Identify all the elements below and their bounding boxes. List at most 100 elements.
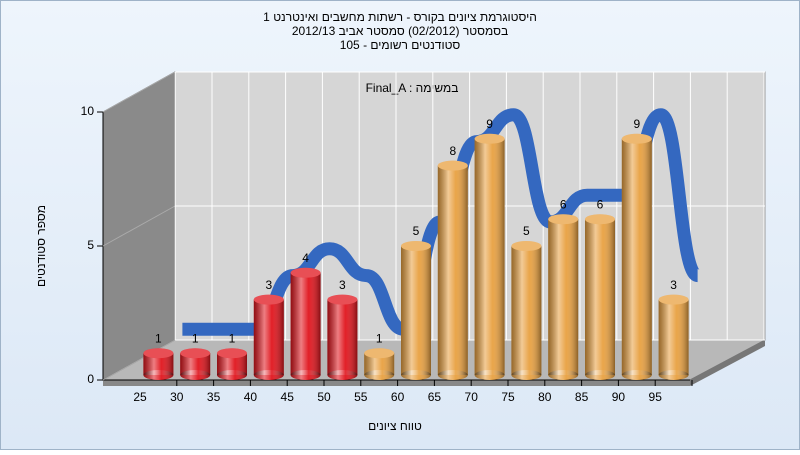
x-tick-label: 45 [281, 390, 295, 404]
bar [437, 160, 468, 380]
bar [658, 294, 689, 380]
value-label: 3 [670, 278, 677, 292]
bar-shade [290, 272, 321, 375]
bar-top-shade [585, 214, 615, 225]
bar [511, 241, 542, 380]
bar-top [621, 133, 652, 144]
value-label: 6 [560, 197, 567, 211]
bar-top [585, 214, 615, 225]
x-tick-label: 85 [575, 390, 589, 404]
y-tick-label: 5 [87, 238, 94, 252]
x-tick-label: 65 [428, 390, 442, 404]
bar-top-shade [658, 294, 689, 305]
bar-shade [217, 353, 247, 375]
bar-top-shade [327, 294, 358, 305]
bar [253, 294, 284, 380]
bar-shade [511, 246, 542, 375]
bar [621, 133, 652, 380]
bar [401, 241, 431, 380]
y-axis-label: מספר סטודנטים [34, 205, 48, 287]
bar-shade [658, 299, 689, 375]
value-label: 1 [376, 331, 383, 345]
bar-top [180, 348, 211, 359]
bar [585, 214, 615, 380]
bar-top-shade [143, 348, 174, 359]
bar-top [401, 241, 431, 251]
bar-top-shade [621, 133, 652, 144]
grid-line [102, 205, 176, 247]
bar-top-shade [511, 241, 542, 251]
x-axis-label: טווח ציונים [368, 419, 422, 433]
bar-shade [437, 165, 468, 375]
value-label: 1 [155, 331, 162, 345]
x-tick-label: 30 [170, 390, 184, 404]
bar-shade [474, 138, 505, 375]
bar-top-shade [180, 348, 211, 359]
bar-shade [401, 246, 431, 375]
x-tick-label: 70 [465, 390, 479, 404]
bar-shade [364, 353, 395, 375]
bar-top [511, 241, 542, 251]
bar [217, 348, 247, 380]
bar-shade [327, 299, 358, 375]
bar [290, 267, 321, 380]
value-label: 1 [229, 331, 236, 345]
value-label: 9 [633, 117, 640, 131]
bar-top-shade [548, 214, 579, 225]
bar-top [658, 294, 689, 305]
x-tick-label: 55 [354, 390, 368, 404]
bar-shade [621, 138, 652, 375]
x-tick-label: 35 [207, 390, 221, 404]
grid-line [102, 339, 176, 381]
grid-line [102, 71, 176, 113]
bar [474, 133, 505, 380]
x-tick-label: 25 [133, 390, 147, 404]
value-label: 1 [192, 331, 199, 345]
x-tick-label: 50 [317, 390, 331, 404]
y-tick-label: 10 [81, 104, 95, 118]
bar-top-shade [401, 241, 431, 251]
x-tick-label: 95 [649, 390, 663, 404]
value-label: 4 [302, 251, 309, 265]
bar [180, 348, 211, 380]
bar-top-shade [217, 348, 247, 359]
bar-shade [180, 353, 211, 375]
annotation: Final_A : במשימה [366, 81, 459, 95]
title-line: היסטוגרמת ציונים בקורס - רשתות מחשבים וא… [263, 10, 537, 24]
x-tick-label: 60 [391, 390, 405, 404]
value-label: 5 [523, 224, 530, 238]
bar-top [474, 133, 505, 144]
bar-shade [548, 219, 579, 375]
bar-top [217, 348, 247, 359]
bar [143, 348, 174, 380]
bar-top-shade [364, 348, 395, 359]
value-label: 9 [486, 117, 493, 131]
bar-top [327, 294, 358, 305]
value-label: 8 [449, 144, 456, 158]
bar-shade [585, 219, 615, 375]
x-tick-label: 75 [501, 390, 515, 404]
value-label: 3 [339, 278, 346, 292]
bar-top [364, 348, 395, 359]
x-tick-label: 40 [244, 390, 258, 404]
bar-top [437, 160, 468, 171]
title-line: בסמסטר (02/2012) סמסטר אביב 2012/13 [292, 24, 508, 38]
bar-shade [143, 353, 174, 375]
bar-top [548, 214, 579, 225]
bar-top [143, 348, 174, 359]
bar-top-shade [290, 267, 321, 278]
floor-edge [690, 340, 765, 386]
bar-top-shade [437, 160, 468, 171]
bar-top-shade [474, 133, 505, 144]
bar-top-shade [253, 294, 284, 305]
bar [548, 214, 579, 380]
bar-top [253, 294, 284, 305]
bar [364, 348, 395, 380]
bar-top [290, 267, 321, 278]
y-tick-label: 0 [87, 372, 94, 386]
bar [327, 294, 358, 380]
value-label: 5 [413, 224, 420, 238]
x-tick-label: 90 [612, 390, 626, 404]
title-line: סטודנטים רשומים - 105 [340, 38, 461, 52]
